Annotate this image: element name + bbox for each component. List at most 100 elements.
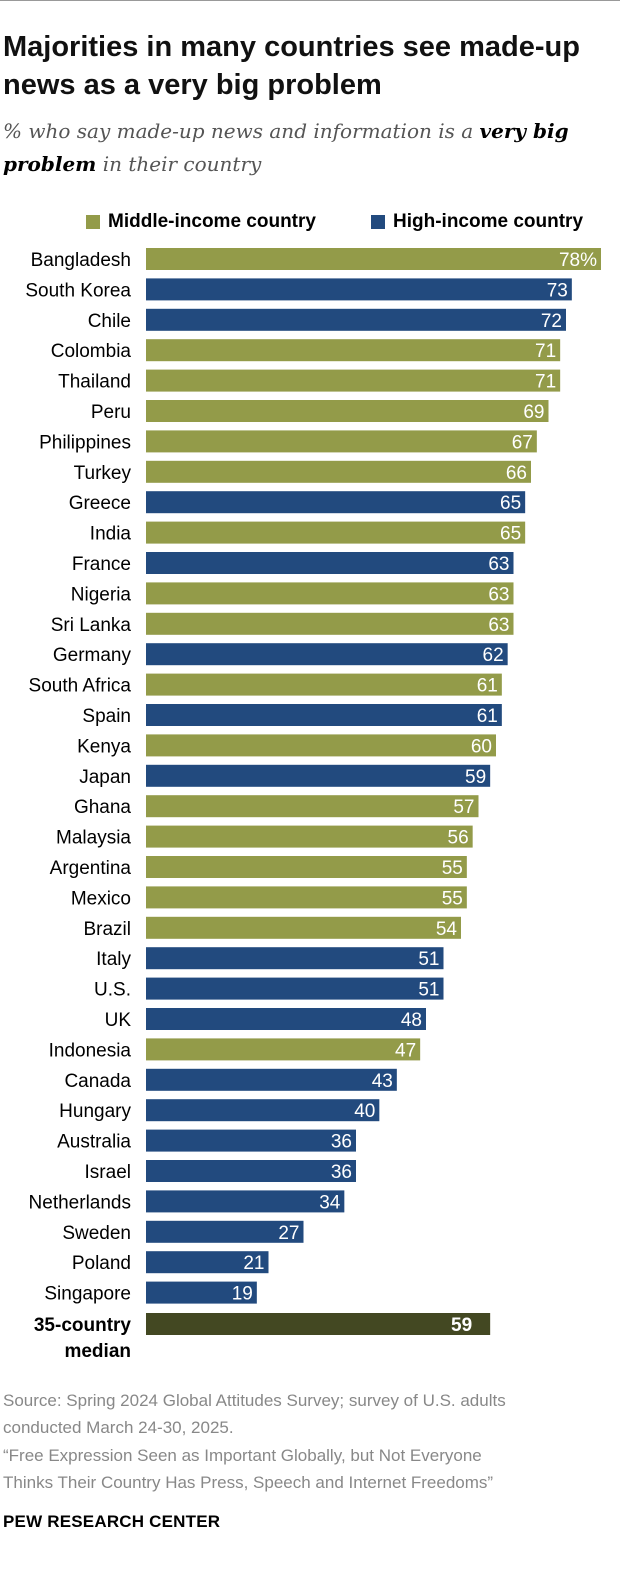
value-label: 55 <box>442 858 463 879</box>
bar <box>146 764 491 787</box>
value-label: 62 <box>483 645 504 666</box>
value-label: 19 <box>232 1284 253 1305</box>
bar <box>146 582 514 605</box>
legend-swatch-middle-income <box>86 215 100 229</box>
value-label: 73 <box>547 280 568 301</box>
country-label: Japan <box>79 767 131 788</box>
bar <box>146 521 526 544</box>
legend-swatch-high-income <box>371 215 385 229</box>
legend-label-middle-income: Middle-income country <box>108 211 316 232</box>
bar <box>146 1099 380 1122</box>
value-label: 69 <box>523 402 544 423</box>
country-label: France <box>72 554 131 575</box>
bar <box>146 825 473 848</box>
country-label: Philippines <box>39 432 131 453</box>
median-value-label: 59 <box>451 1315 472 1336</box>
country-label: Netherlands <box>29 1192 131 1213</box>
chart-title: Majorities in many countries see made-up… <box>3 31 580 101</box>
country-label: Colombia <box>51 341 132 362</box>
value-label: 57 <box>453 797 474 818</box>
bar <box>146 1068 397 1091</box>
country-label: Brazil <box>83 919 131 940</box>
value-label: 72 <box>541 311 562 332</box>
country-label: Canada <box>64 1071 131 1092</box>
chart-subtitle: % who say made-up news and information i… <box>3 115 615 181</box>
bar <box>146 1251 269 1274</box>
bar <box>146 612 514 635</box>
value-label: 47 <box>395 1040 416 1061</box>
subtitle-emphasis: very big problem <box>3 119 569 176</box>
country-label: Indonesia <box>49 1040 132 1061</box>
country-label: Singapore <box>44 1284 131 1305</box>
value-label: 65 <box>500 524 521 545</box>
median-label: median <box>64 1341 131 1362</box>
value-label: 59 <box>465 767 486 788</box>
subtitle-part-2: in their country <box>96 152 262 176</box>
bar <box>146 460 531 483</box>
bar <box>146 886 467 909</box>
bar <box>146 1008 426 1030</box>
country-label: Thailand <box>58 372 131 393</box>
country-label: Sweden <box>62 1223 131 1244</box>
bar <box>146 856 467 878</box>
median-bar <box>146 1313 491 1335</box>
country-label: Ghana <box>74 797 131 818</box>
bar <box>146 734 496 757</box>
value-label: 55 <box>442 888 463 909</box>
source-note: Source: Spring 2024 Global Attitudes Sur… <box>3 1387 613 1441</box>
country-label: India <box>90 524 132 545</box>
country-label: Nigeria <box>71 584 132 605</box>
source-line: Source: Spring 2024 Global Attitudes Sur… <box>3 1391 506 1410</box>
bar <box>146 248 601 270</box>
value-label: 40 <box>354 1101 375 1122</box>
bar-chart: Bangladesh 78% South Korea 73 Chile 72 Colombi… <box>25 248 601 1362</box>
source-line: conducted March 24-30, 2025. <box>3 1418 234 1437</box>
country-label: Kenya <box>77 736 131 757</box>
bar <box>146 339 561 362</box>
value-label: 66 <box>506 463 527 484</box>
country-label: Peru <box>91 402 131 423</box>
value-label: 54 <box>436 919 458 940</box>
bar <box>146 795 479 818</box>
value-label: 43 <box>372 1071 393 1092</box>
country-label: Australia <box>57 1132 131 1153</box>
median-label: 35-country <box>34 1315 132 1336</box>
value-label: 71 <box>535 372 556 393</box>
value-label: 67 <box>512 432 533 453</box>
country-label: Israel <box>85 1162 131 1183</box>
value-label: 51 <box>418 949 439 970</box>
bar <box>146 552 514 574</box>
value-label: 61 <box>477 676 498 697</box>
bar <box>146 1281 257 1304</box>
bar <box>146 308 566 331</box>
value-label: 36 <box>331 1162 352 1183</box>
value-label: 48 <box>401 1010 422 1031</box>
bar <box>146 400 549 422</box>
pew-logo-text: PEW RESEARCH CENTER <box>3 1512 221 1531</box>
country-label: Chile <box>88 311 131 332</box>
value-label: 63 <box>488 584 509 605</box>
value-label: 78% <box>559 250 597 271</box>
bar <box>146 430 537 453</box>
value-label: 60 <box>471 736 492 757</box>
bar <box>146 643 508 666</box>
country-label: Argentina <box>50 858 132 879</box>
bar <box>146 369 561 392</box>
bar <box>146 916 461 939</box>
country-label: U.S. <box>94 980 131 1001</box>
bar <box>146 1190 345 1213</box>
bar <box>146 704 502 726</box>
citation-line: “Free Expression Seen as Important Globa… <box>3 1446 482 1465</box>
value-label: 34 <box>319 1192 341 1213</box>
top-rule <box>0 0 620 1</box>
country-label: Italy <box>96 949 131 970</box>
country-label: Hungary <box>59 1101 131 1122</box>
country-label: Spain <box>82 706 131 727</box>
value-label: 21 <box>243 1253 264 1274</box>
subtitle-part-1: % who say made-up news and information i… <box>3 119 480 143</box>
value-label: 65 <box>500 493 521 514</box>
value-label: 27 <box>278 1223 299 1244</box>
bar <box>146 673 502 696</box>
bar <box>146 278 572 301</box>
country-label: Poland <box>72 1253 131 1274</box>
